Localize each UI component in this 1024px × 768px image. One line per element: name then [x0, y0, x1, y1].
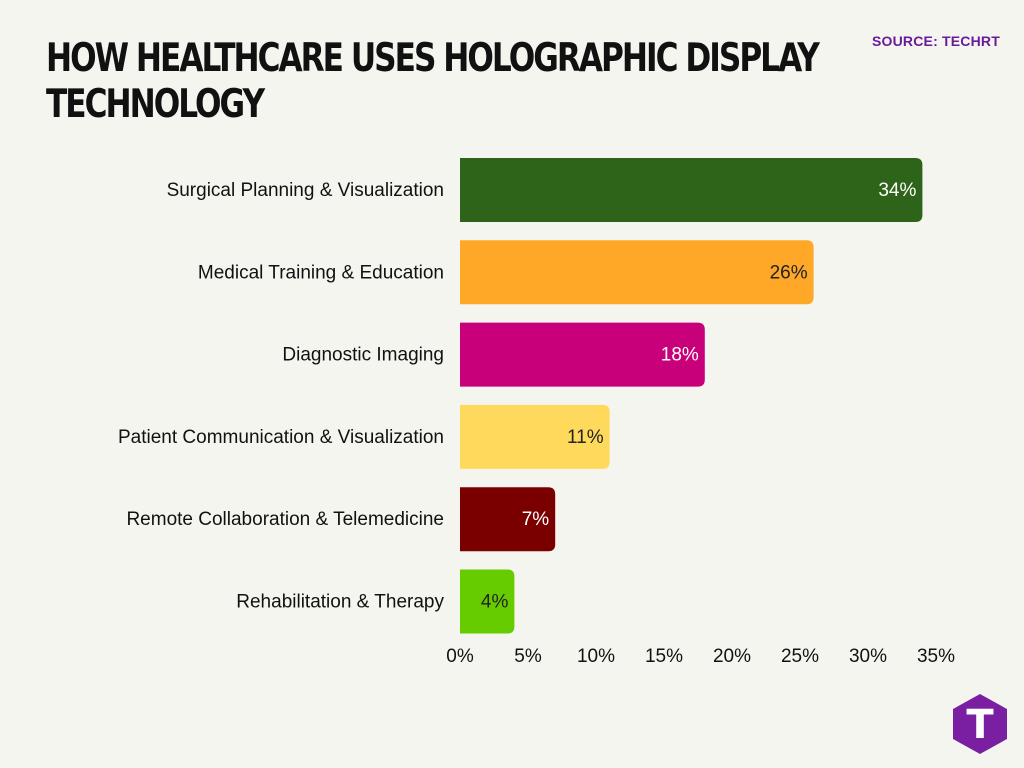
chart-title-line-2: TECHNOLOGY: [46, 82, 265, 127]
bar: [460, 158, 923, 222]
bar: [460, 487, 556, 552]
source-credit: SOURCE: TECHRT: [871, 33, 1000, 49]
data-label: 34%: [878, 180, 916, 201]
bar: [460, 569, 515, 634]
x-tick-label: 5%: [514, 646, 542, 667]
x-tick-label: 35%: [917, 646, 955, 667]
x-tick-label: 20%: [713, 646, 751, 667]
logo-letter: T: [966, 702, 994, 748]
category-label: Medical Training & Education: [198, 262, 444, 283]
category-label: Rehabilitation & Therapy: [236, 592, 444, 613]
category-label: Surgical Planning & Visualization: [167, 180, 444, 201]
x-tick-label: 10%: [577, 646, 615, 667]
bar: [460, 240, 814, 305]
chart-title: HOW HEALTHCARE USES HOLOGRAPHIC DISPLAY …: [46, 36, 820, 128]
x-tick-label: 0%: [446, 646, 474, 667]
data-label: 18%: [661, 345, 699, 366]
x-tick-label: 15%: [645, 646, 683, 667]
category-label: Patient Communication & Visualization: [118, 427, 444, 448]
data-label: 7%: [522, 509, 550, 530]
x-tick-label: 25%: [781, 646, 819, 667]
category-label: Remote Collaboration & Telemedicine: [126, 509, 444, 530]
data-label: 26%: [770, 262, 808, 283]
bar: [460, 322, 705, 387]
x-tick-label: 30%: [849, 646, 887, 667]
category-label: Diagnostic Imaging: [282, 345, 444, 366]
data-label: 4%: [481, 592, 509, 613]
chart-title-line-1: HOW HEALTHCARE USES HOLOGRAPHIC DISPLAY: [46, 36, 820, 81]
data-label: 11%: [567, 427, 604, 448]
logo-hexagon: [953, 694, 1007, 754]
bar: [460, 404, 610, 469]
techrt-logo: T: [953, 694, 1007, 754]
